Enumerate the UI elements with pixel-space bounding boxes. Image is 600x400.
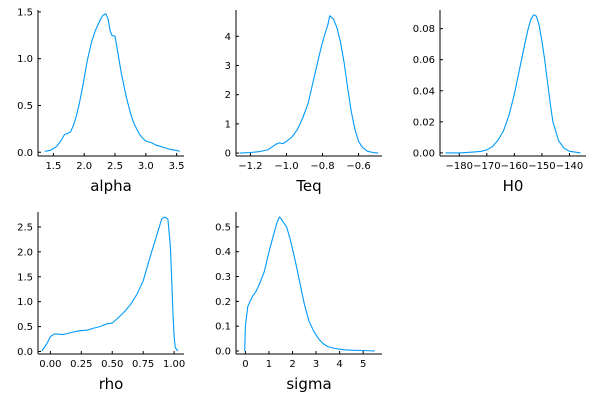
y-tick-label: 2.5	[17, 222, 33, 233]
x-tick-label: 1	[266, 359, 272, 370]
y-tick-label: 0.3	[215, 272, 231, 283]
y-tick-label: 1.5	[17, 7, 33, 18]
y-tick-label: 1.5	[17, 272, 33, 283]
y-tick-label: 0	[225, 149, 231, 160]
y-tick-label: 1	[225, 119, 231, 130]
x-axis-label: Teq	[295, 177, 321, 195]
y-tick-label: 0.04	[413, 86, 435, 97]
x-tick-label: 3	[313, 359, 319, 370]
x-tick-label: −1.2	[238, 161, 262, 172]
x-axis-label: H0	[503, 177, 524, 195]
subplot-alpha: 1.5 2.0 2.5 3.0 3.5 0.0 0.5 1.0 1.5 alpha	[17, 7, 184, 195]
subplot-h0: −180 −170 −160 −150 −140 0.00 0.02 0.04 0.06 0.08…	[413, 10, 586, 195]
subplot-teq: −1.2 −1.0 −0.8 −0.6 0 1 2 3 4 Teq	[225, 10, 382, 195]
density-line	[239, 15, 379, 154]
y-tick-label: 0.00	[413, 148, 435, 159]
x-tick-label: 2.0	[76, 161, 92, 172]
x-tick-label: −0.6	[346, 161, 370, 172]
x-tick-label: −150	[528, 161, 555, 172]
x-tick-label: 1.5	[45, 161, 61, 172]
y-tick-label: 0.5	[17, 322, 33, 333]
subplot-rho: 0.00 0.25 0.50 0.75 1.00 0.0 0.5 1.0 1.5 2.0 2.5 rh…	[17, 212, 185, 393]
y-tick-label: 2	[225, 90, 231, 101]
x-axis-label: rho	[99, 375, 124, 393]
x-tick-label: 2	[289, 359, 295, 370]
x-tick-label: −180	[446, 161, 473, 172]
y-tick-label: 0.0	[215, 347, 231, 358]
x-tick-label: 3.0	[138, 161, 154, 172]
density-line	[41, 216, 179, 352]
x-tick-label: 0.75	[132, 359, 154, 370]
y-tick-label: 0.5	[17, 101, 33, 112]
x-tick-label: 1.00	[163, 359, 185, 370]
y-tick-label: 0.1	[215, 322, 231, 333]
x-tick-label: 3.5	[169, 161, 185, 172]
y-tick-label: 1.0	[17, 297, 33, 308]
x-tick-label: 0.25	[70, 359, 92, 370]
x-tick-label: 0.50	[101, 359, 123, 370]
x-tick-label: −140	[556, 161, 583, 172]
x-tick-label: 4	[336, 359, 342, 370]
subplot-sigma: 0 1 2 3 4 5 0.0 0.1 0.2 0.3 0.4 0.5 sigma	[215, 212, 382, 393]
y-tick-label: 0.0	[17, 347, 33, 358]
y-tick-label: 4	[225, 32, 231, 43]
density-line	[244, 216, 375, 352]
y-tick-label: 0.06	[413, 55, 435, 66]
y-tick-label: 2.0	[17, 247, 33, 258]
x-tick-label: 0.00	[39, 359, 61, 370]
y-tick-label: 0.4	[215, 247, 231, 258]
y-tick-label: 0.08	[413, 24, 435, 35]
x-axis-label: alpha	[90, 177, 132, 195]
x-tick-label: 2.5	[107, 161, 123, 172]
x-tick-label: 0	[242, 359, 248, 370]
y-tick-label: 0.2	[215, 297, 231, 308]
y-tick-label: 0.5	[215, 222, 231, 233]
x-tick-label: 5	[360, 359, 366, 370]
x-tick-label: −1.0	[274, 161, 298, 172]
x-tick-label: −0.8	[310, 161, 334, 172]
y-tick-label: 0.02	[413, 117, 435, 128]
x-tick-label: −160	[501, 161, 528, 172]
y-tick-label: 0.0	[17, 148, 33, 159]
x-tick-label: −170	[473, 161, 500, 172]
density-line	[445, 14, 581, 154]
y-tick-label: 3	[225, 61, 231, 72]
x-axis-label: sigma	[286, 375, 331, 393]
density-line	[44, 13, 180, 152]
y-tick-label: 1.0	[17, 54, 33, 65]
